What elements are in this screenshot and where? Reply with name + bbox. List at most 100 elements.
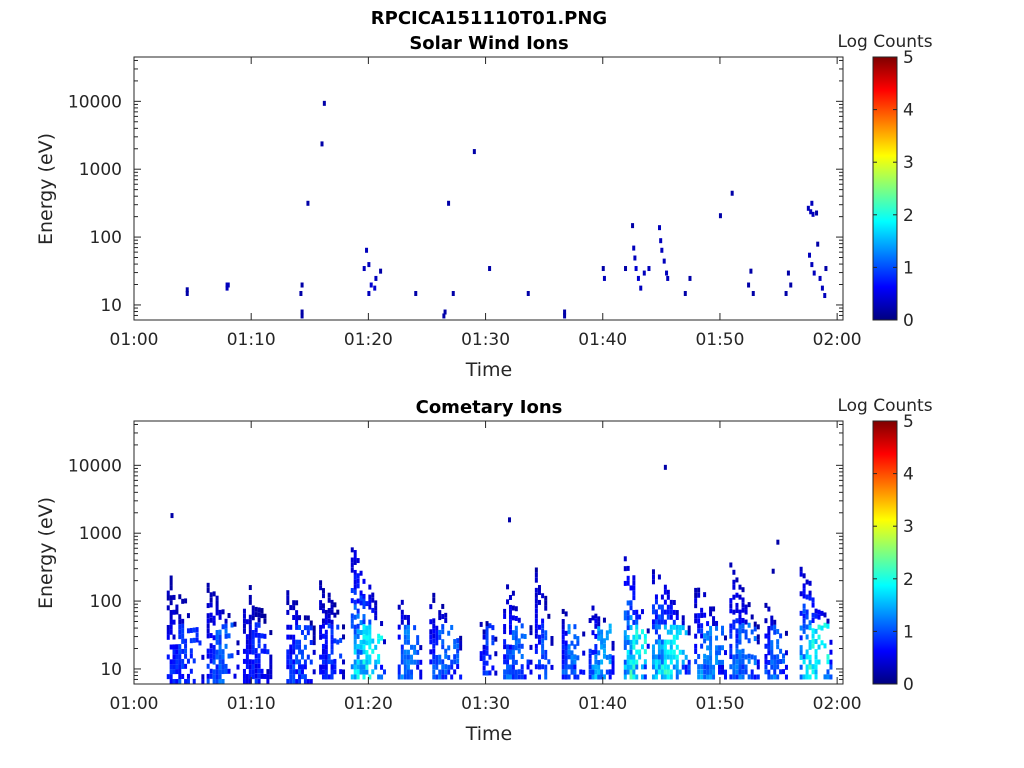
heatmap-cell — [365, 654, 369, 660]
heatmap-cell — [403, 634, 407, 640]
heatmap-cell — [286, 600, 290, 606]
heatmap-cell — [643, 664, 647, 670]
heatmap-cell — [709, 625, 713, 631]
heatmap-cell — [514, 669, 518, 675]
heatmap-cell — [306, 654, 310, 660]
solar-wind-x-label: Time — [465, 359, 513, 381]
heatmap-cell — [319, 629, 323, 635]
heatmap-cell — [537, 599, 541, 605]
heatmap-cell — [534, 643, 538, 649]
heatmap-cell — [181, 618, 185, 624]
heatmap-cell — [697, 653, 701, 659]
heatmap-cell — [534, 613, 538, 619]
heatmap-cell — [292, 674, 296, 680]
heatmap-cell — [660, 659, 664, 665]
heatmap-cell — [526, 664, 530, 670]
heatmap-cell — [660, 247, 664, 253]
heatmap-cell — [561, 654, 565, 660]
heatmap-cell — [564, 630, 568, 636]
heatmap-cell — [356, 674, 360, 680]
heatmap-cell — [350, 618, 354, 624]
heatmap-cell — [660, 639, 664, 645]
heatmap-cell — [626, 600, 630, 606]
heatmap-cell — [488, 266, 492, 272]
heatmap-cell — [632, 580, 636, 586]
heatmap-cell — [681, 625, 685, 631]
heatmap-cell — [738, 664, 742, 670]
heatmap-cell — [703, 669, 707, 675]
heatmap-cell — [700, 643, 704, 649]
heatmap-cell — [600, 659, 604, 665]
heatmap-cell — [435, 654, 439, 660]
heatmap-cell — [254, 678, 258, 684]
heatmap-cell — [663, 649, 667, 655]
heatmap-cell — [573, 669, 577, 675]
heatmap-cell — [770, 620, 774, 626]
heatmap-cell — [215, 654, 219, 660]
heatmap-cell — [814, 674, 818, 680]
heatmap-cell — [432, 623, 436, 629]
heatmap-cell — [224, 663, 228, 669]
heatmap-cell — [534, 633, 538, 639]
heatmap-cell — [181, 638, 185, 644]
heatmap-cell — [826, 618, 830, 624]
heatmap-cell — [508, 674, 512, 680]
heatmap-cell — [744, 609, 748, 615]
heatmap-cell — [178, 659, 182, 665]
heatmap-cell — [663, 609, 667, 615]
heatmap-cell — [799, 610, 803, 616]
heatmap-cell — [694, 598, 698, 604]
heatmap-cell — [564, 650, 568, 656]
heatmap-cell — [221, 654, 225, 660]
heatmap-cell — [735, 664, 739, 670]
heatmap-cell — [602, 653, 606, 659]
heatmap-cell — [684, 669, 688, 675]
heatmap-cell — [767, 606, 771, 612]
heatmap-cell — [623, 580, 627, 586]
colorbar-tick-label: 2 — [903, 570, 914, 590]
heatmap-cell — [403, 629, 407, 635]
heatmap-cell — [441, 624, 445, 630]
heatmap-cell — [245, 619, 249, 625]
heatmap-cell — [181, 628, 185, 634]
heatmap-cell — [359, 590, 363, 596]
heatmap-cell — [738, 629, 742, 635]
heatmap-cell — [776, 644, 780, 650]
heatmap-cell — [303, 664, 307, 670]
heatmap-cell — [632, 639, 636, 645]
heatmap-cell — [767, 669, 771, 675]
heatmap-cell — [799, 591, 803, 597]
heatmap-cell — [178, 654, 182, 660]
heatmap-cell — [738, 619, 742, 625]
heatmap-cell — [594, 623, 598, 629]
heatmap-cell — [292, 664, 296, 670]
heatmap-cell — [715, 645, 719, 651]
heatmap-cell — [289, 669, 293, 675]
heatmap-cell — [537, 639, 541, 645]
heatmap-cell — [413, 644, 417, 650]
heatmap-cell — [529, 625, 533, 631]
heatmap-cell — [438, 610, 442, 616]
heatmap-cell — [406, 664, 410, 670]
heatmap-cell — [541, 649, 545, 655]
heatmap-cell — [185, 287, 189, 293]
heatmap-cell — [503, 624, 507, 630]
heatmap-cell — [666, 669, 670, 675]
heatmap-cell — [534, 567, 538, 573]
heatmap-cell — [694, 587, 698, 593]
heatmap-cell — [735, 648, 739, 654]
heatmap-cell — [215, 595, 219, 601]
heatmap-cell — [257, 617, 261, 623]
heatmap-cell — [472, 149, 476, 155]
heatmap-cell — [350, 598, 354, 604]
heatmap-cell — [309, 625, 313, 631]
heatmap-cell — [406, 619, 410, 625]
heatmap-cell — [544, 674, 548, 680]
heatmap-cell — [377, 674, 381, 680]
heatmap-cell — [721, 664, 725, 670]
heatmap-cell — [651, 644, 655, 650]
heatmap-cell — [380, 621, 384, 627]
heatmap-cell — [342, 674, 346, 680]
heatmap-cell — [172, 634, 176, 640]
heatmap-cell — [257, 673, 261, 679]
